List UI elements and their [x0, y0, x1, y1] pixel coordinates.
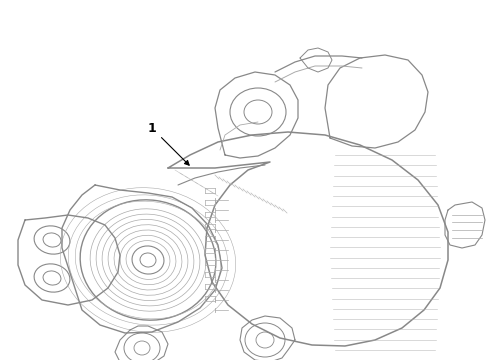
Text: 1: 1 — [148, 122, 189, 165]
